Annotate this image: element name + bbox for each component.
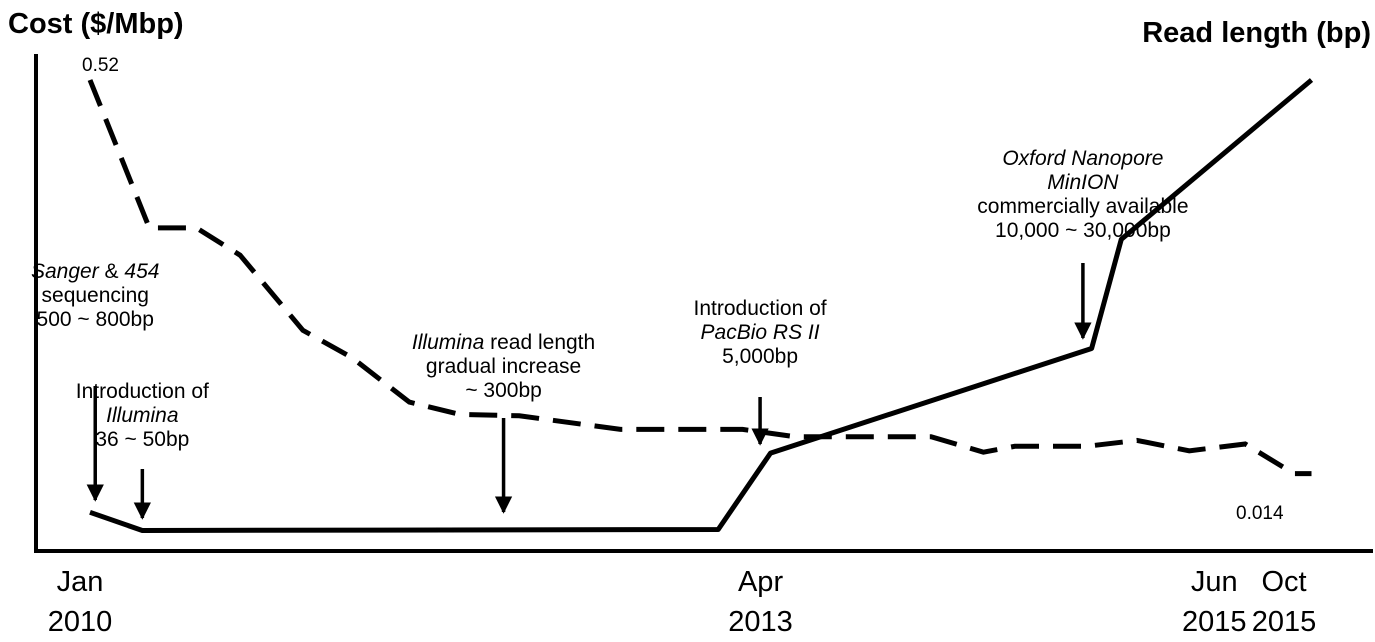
y-axis-left-title: Cost ($/Mbp)	[8, 8, 184, 40]
x-tick-year: 2010	[48, 606, 113, 638]
x-tick-month: Oct	[1261, 566, 1306, 598]
x-tick-year: 2013	[728, 606, 793, 638]
annotation-nanopore: Oxford Nanopore MinION commercially availa…	[977, 147, 1188, 242]
annotation-pacbio: Introduction of PacBio RS II 5,000bp	[694, 297, 827, 368]
y-axis-right-title: Read length (bp)	[1142, 17, 1371, 49]
annotation-illumina-increase: Illumina read length gradual increase ~ 30…	[412, 331, 595, 402]
cost-start-label: 0.52	[82, 55, 119, 76]
read-length-series-line	[89, 78, 1314, 533]
cost-series-line	[87, 79, 1312, 477]
x-tick-month: Apr	[738, 566, 783, 598]
cost-end-label: 0.014	[1236, 503, 1284, 524]
annotation-illumina: Introduction of Illumina 36 ~ 50bp	[76, 380, 209, 451]
x-tick-month: Jan	[57, 566, 104, 598]
x-tick-month: Jun	[1191, 566, 1238, 598]
x-tick-year: 2015	[1182, 606, 1247, 638]
x-tick-year: 2015	[1252, 606, 1317, 638]
annotation-sanger: Sanger & 454 sequencing 500 ~ 800bp	[31, 260, 159, 331]
